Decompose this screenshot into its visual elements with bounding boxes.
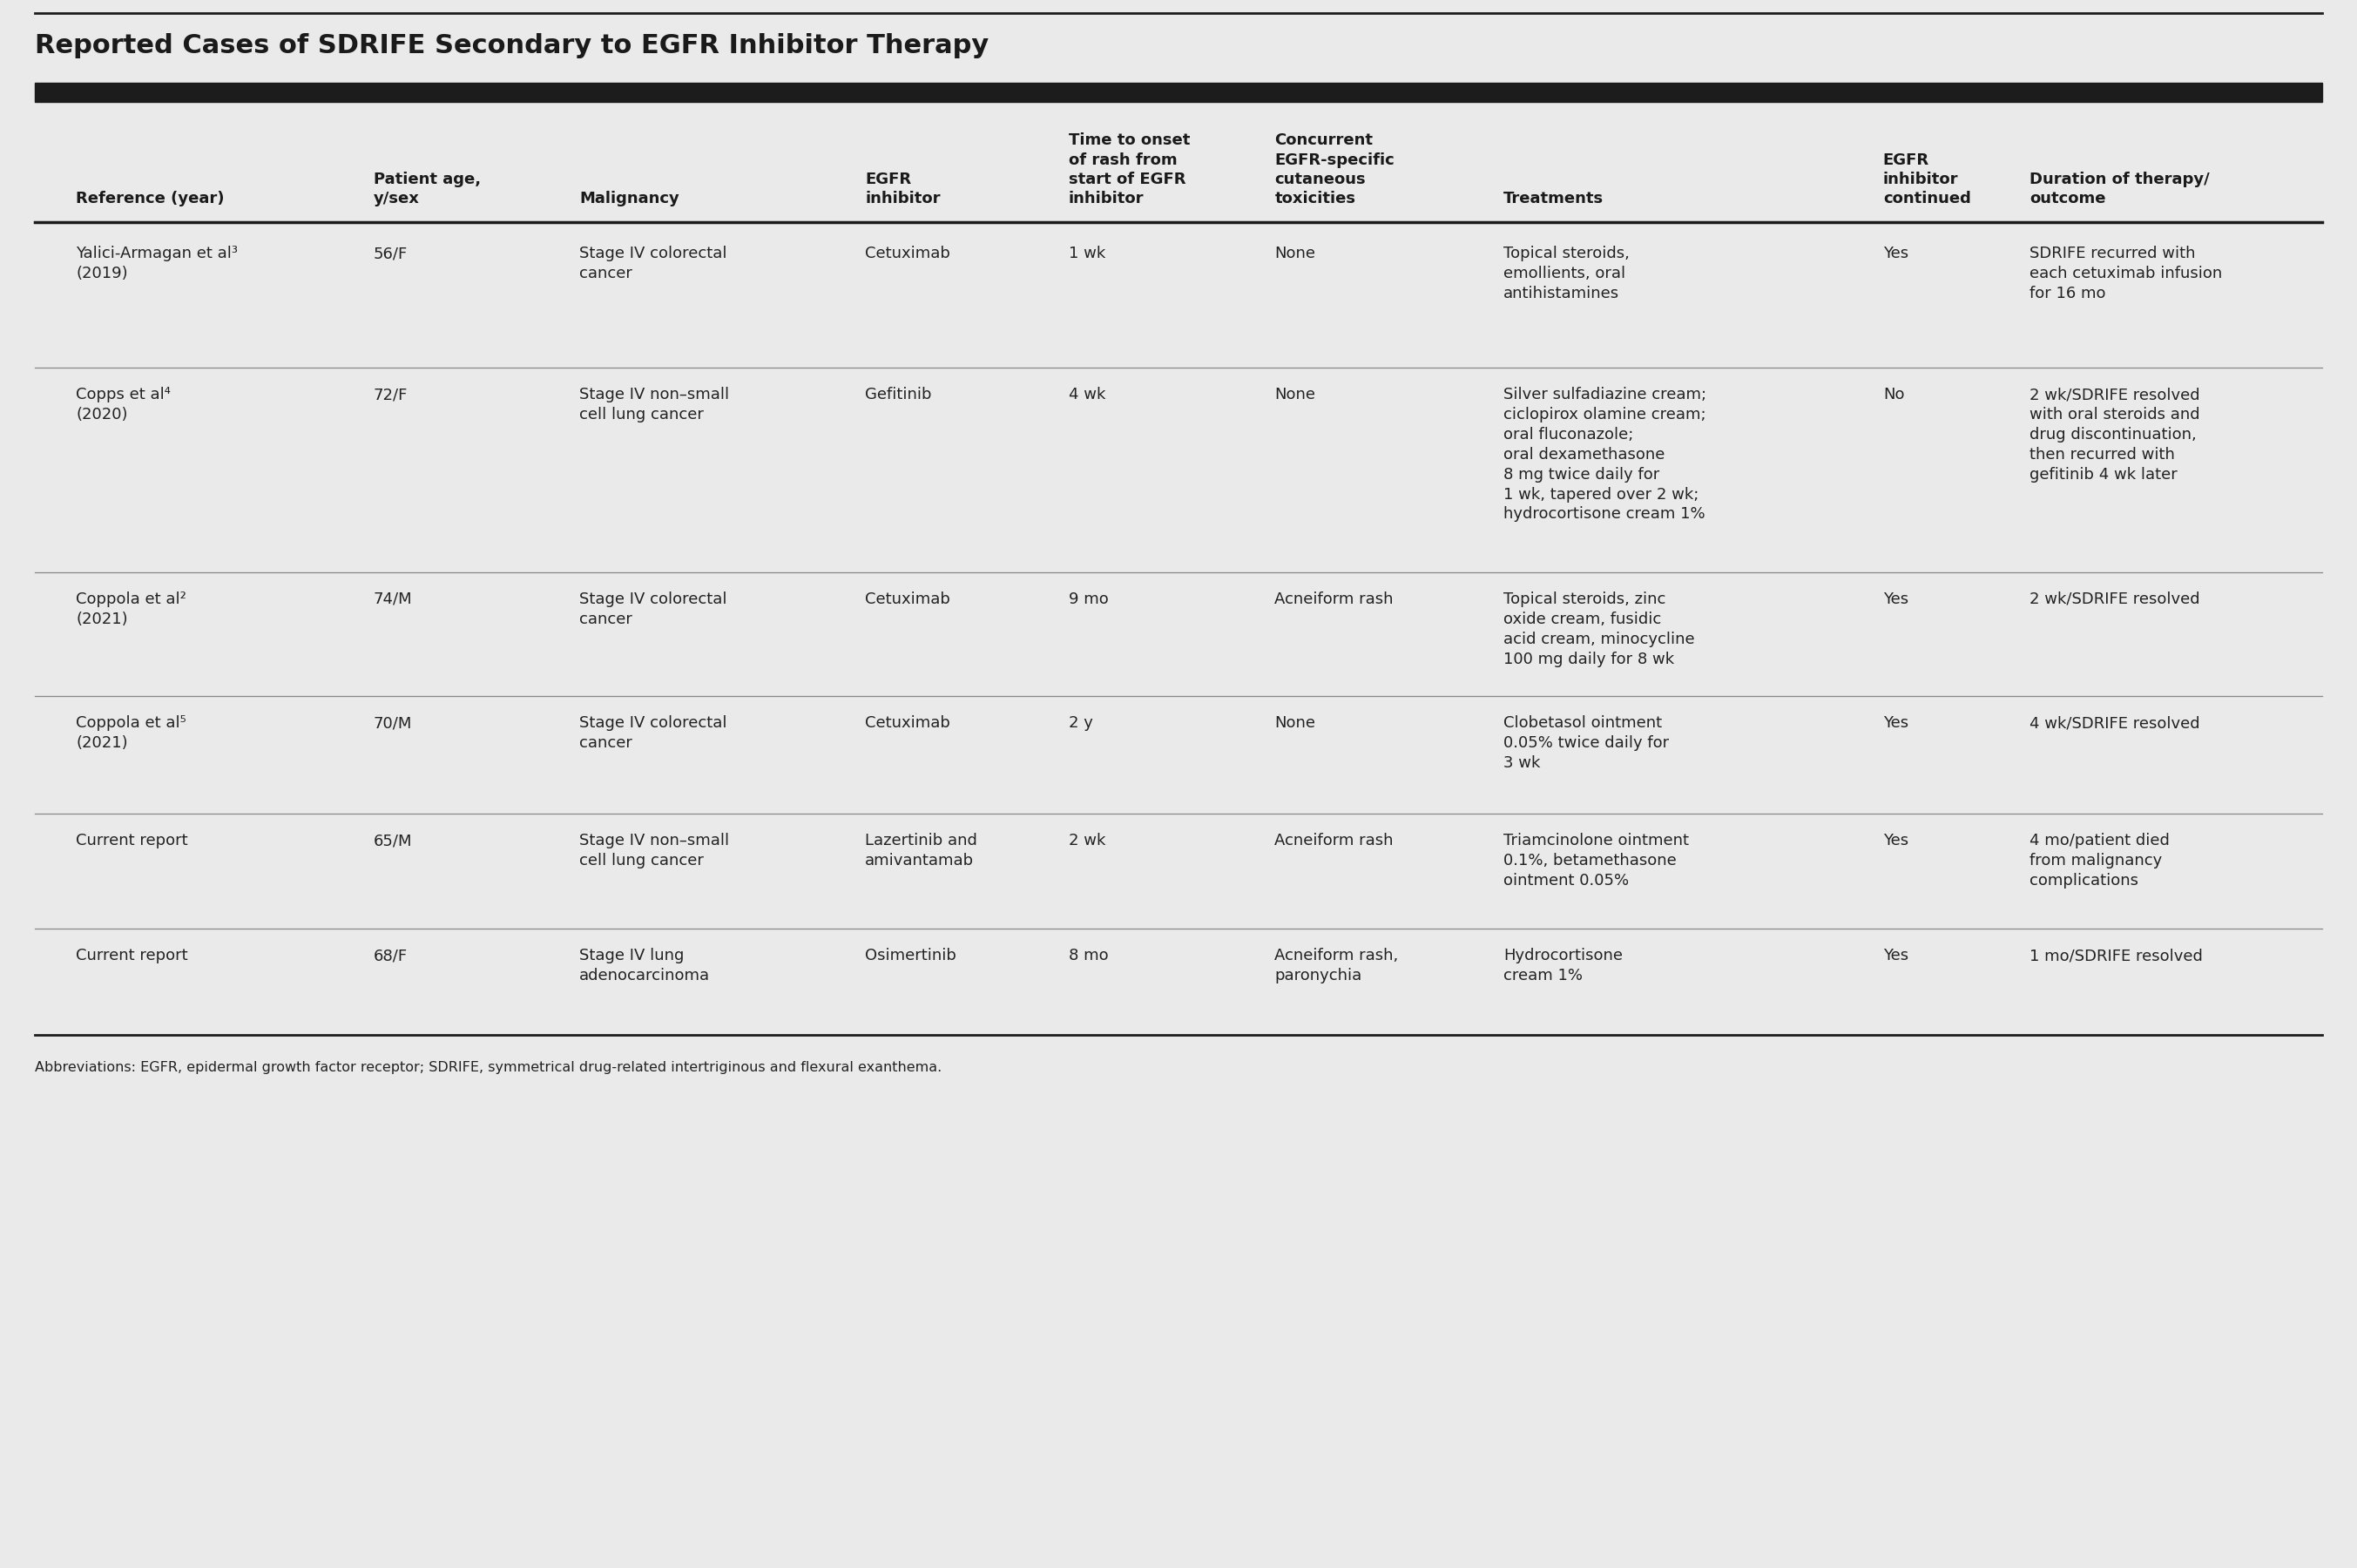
Text: Copps et al⁴
(2020): Copps et al⁴ (2020)	[75, 387, 170, 422]
Text: None: None	[1275, 387, 1315, 403]
Text: Silver sulfadiazine cream;
ciclopirox olamine cream;
oral fluconazole;
oral dexa: Silver sulfadiazine cream; ciclopirox ol…	[1504, 387, 1706, 522]
Text: 1 wk: 1 wk	[1068, 246, 1105, 262]
Text: SDRIFE recurred with
each cetuximab infusion
for 16 mo: SDRIFE recurred with each cetuximab infu…	[2029, 246, 2223, 301]
Text: 70/M: 70/M	[372, 715, 412, 731]
Text: Time to onset
of rash from
start of EGFR
inhibitor: Time to onset of rash from start of EGFR…	[1068, 133, 1190, 207]
Text: 8 mo: 8 mo	[1068, 947, 1108, 963]
Text: Lazertinib and
amivantamab: Lazertinib and amivantamab	[865, 833, 978, 869]
Text: Stage IV non–small
cell lung cancer: Stage IV non–small cell lung cancer	[580, 833, 728, 869]
Text: Stage IV non–small
cell lung cancer: Stage IV non–small cell lung cancer	[580, 387, 728, 422]
Text: 1 mo/SDRIFE resolved: 1 mo/SDRIFE resolved	[2029, 947, 2201, 963]
Text: None: None	[1275, 715, 1315, 731]
Text: Topical steroids,
emollients, oral
antihistamines: Topical steroids, emollients, oral antih…	[1504, 246, 1629, 301]
Text: Acneiform rash: Acneiform rash	[1275, 591, 1393, 607]
Text: 2 wk/SDRIFE resolved
with oral steroids and
drug discontinuation,
then recurred : 2 wk/SDRIFE resolved with oral steroids …	[2029, 387, 2199, 483]
Text: 2 wk/SDRIFE resolved: 2 wk/SDRIFE resolved	[2029, 591, 2199, 607]
Text: EGFR
inhibitor
continued: EGFR inhibitor continued	[1883, 152, 1970, 207]
Text: 2 wk: 2 wk	[1068, 833, 1105, 848]
Text: Yes: Yes	[1883, 947, 1909, 963]
Text: Yes: Yes	[1883, 715, 1909, 731]
Text: Yalici-Armagan et al³
(2019): Yalici-Armagan et al³ (2019)	[75, 246, 238, 281]
Text: 9 mo: 9 mo	[1068, 591, 1108, 607]
Text: Concurrent
EGFR-specific
cutaneous
toxicities: Concurrent EGFR-specific cutaneous toxic…	[1275, 133, 1395, 207]
Text: 68/F: 68/F	[372, 947, 408, 963]
Text: 56/F: 56/F	[372, 246, 408, 262]
Text: None: None	[1275, 246, 1315, 262]
Text: Acneiform rash: Acneiform rash	[1275, 833, 1393, 848]
Text: Reference (year): Reference (year)	[75, 191, 224, 207]
Bar	[35, 83, 2322, 102]
Text: Patient age,
y/sex: Patient age, y/sex	[372, 171, 481, 207]
Text: No: No	[1883, 387, 1904, 403]
Text: Malignancy: Malignancy	[580, 191, 679, 207]
Text: Stage IV lung
adenocarcinoma: Stage IV lung adenocarcinoma	[580, 947, 709, 983]
Text: Gefitinib: Gefitinib	[865, 387, 931, 403]
Text: Stage IV colorectal
cancer: Stage IV colorectal cancer	[580, 715, 726, 751]
Text: Osimertinib: Osimertinib	[865, 947, 957, 963]
Text: 74/M: 74/M	[372, 591, 412, 607]
Text: Hydrocortisone
cream 1%: Hydrocortisone cream 1%	[1504, 947, 1622, 983]
Text: Stage IV colorectal
cancer: Stage IV colorectal cancer	[580, 591, 726, 627]
Text: Duration of therapy/
outcome: Duration of therapy/ outcome	[2029, 171, 2209, 207]
Text: Coppola et al⁵
(2021): Coppola et al⁵ (2021)	[75, 715, 186, 751]
Text: Cetuximab: Cetuximab	[865, 591, 950, 607]
Text: 72/F: 72/F	[372, 387, 408, 403]
Text: Current report: Current report	[75, 833, 189, 848]
Text: Stage IV colorectal
cancer: Stage IV colorectal cancer	[580, 246, 726, 281]
Text: Triamcinolone ointment
0.1%, betamethasone
ointment 0.05%: Triamcinolone ointment 0.1%, betamethaso…	[1504, 833, 1690, 889]
Text: Cetuximab: Cetuximab	[865, 246, 950, 262]
Text: 65/M: 65/M	[372, 833, 412, 848]
Text: Topical steroids, zinc
oxide cream, fusidic
acid cream, minocycline
100 mg daily: Topical steroids, zinc oxide cream, fusi…	[1504, 591, 1695, 666]
Text: Reported Cases of SDRIFE Secondary to EGFR Inhibitor Therapy: Reported Cases of SDRIFE Secondary to EG…	[35, 33, 990, 58]
Text: Abbreviations: EGFR, epidermal growth factor receptor; SDRIFE, symmetrical drug-: Abbreviations: EGFR, epidermal growth fa…	[35, 1062, 943, 1074]
Text: 4 wk: 4 wk	[1068, 387, 1105, 403]
Text: 2 y: 2 y	[1068, 715, 1094, 731]
Text: Yes: Yes	[1883, 591, 1909, 607]
Text: Current report: Current report	[75, 947, 189, 963]
Text: EGFR
inhibitor: EGFR inhibitor	[865, 171, 940, 207]
Text: 4 wk/SDRIFE resolved: 4 wk/SDRIFE resolved	[2029, 715, 2199, 731]
Text: Cetuximab: Cetuximab	[865, 715, 950, 731]
Text: Clobetasol ointment
0.05% twice daily for
3 wk: Clobetasol ointment 0.05% twice daily fo…	[1504, 715, 1669, 771]
Text: Yes: Yes	[1883, 833, 1909, 848]
Text: Yes: Yes	[1883, 246, 1909, 262]
Text: 4 mo/patient died
from malignancy
complications: 4 mo/patient died from malignancy compli…	[2029, 833, 2168, 889]
Text: Coppola et al²
(2021): Coppola et al² (2021)	[75, 591, 186, 627]
Text: Acneiform rash,
paronychia: Acneiform rash, paronychia	[1275, 947, 1398, 983]
Text: Treatments: Treatments	[1504, 191, 1603, 207]
